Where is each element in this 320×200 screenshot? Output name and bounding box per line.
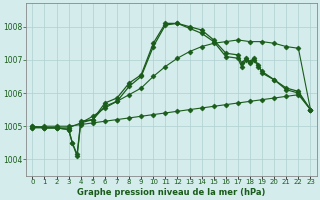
X-axis label: Graphe pression niveau de la mer (hPa): Graphe pression niveau de la mer (hPa): [77, 188, 266, 197]
